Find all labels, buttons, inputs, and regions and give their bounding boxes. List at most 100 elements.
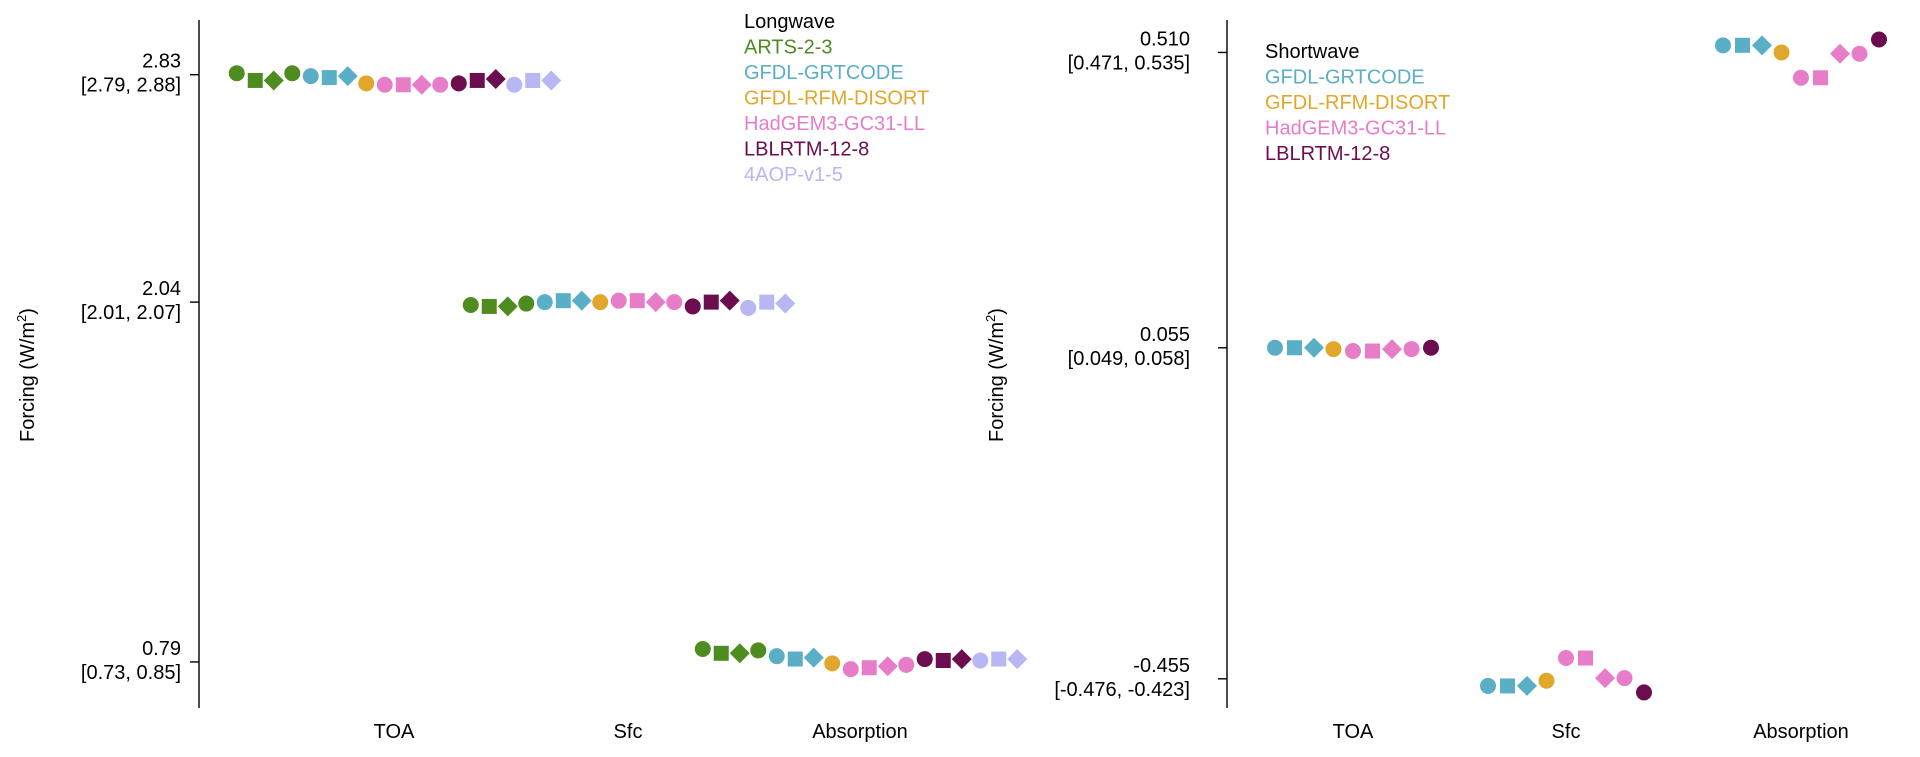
marker-4aop-v1-5-sfc-circle — [740, 299, 757, 316]
y-tick-label: 0.055 — [1140, 324, 1190, 346]
marker-hadgem3-gc31-ll-sfc-circle — [1616, 670, 1633, 687]
marker-hadgem3-gc31-ll-toa-diamond — [411, 74, 432, 95]
y-tick-range-label: [0.471, 0.535] — [1068, 52, 1190, 74]
marker-gfdl-grtcode-toa-diamond — [337, 66, 358, 87]
marker-arts-2-3-toa-square — [247, 72, 263, 88]
legend-entry-gfdl-grtcode: GFDL-GRTCODE — [1265, 67, 1425, 89]
marker-gfdl-grtcode-sfc-circle — [536, 294, 553, 311]
marker-gfdl-rfm-disort-sfc-circle — [1538, 672, 1555, 689]
marker-gfdl-grtcode-sfc-circle — [1480, 677, 1496, 694]
marker-hadgem3-gc31-ll-sfc-diamond — [645, 292, 666, 313]
marker-hadgem3-gc31-ll-absorption-circle — [1793, 69, 1809, 86]
marker-gfdl-grtcode-toa-square — [1287, 340, 1302, 356]
marker-hadgem3-gc31-ll-absorption-square — [861, 660, 877, 676]
marker-hadgem3-gc31-ll-sfc-circle — [666, 294, 683, 311]
y-tick-label: 0.79 — [142, 638, 181, 660]
marker-lblrtm-12-8-sfc-circle — [1636, 684, 1652, 701]
marker-4aop-v1-5-toa-square — [525, 72, 541, 88]
marker-lblrtm-12-8-toa-circle — [1423, 339, 1439, 356]
marker-gfdl-grtcode-toa-square — [321, 70, 337, 86]
x-tick-label-sfc: Sfc — [1552, 721, 1581, 743]
marker-lblrtm-12-8-toa-circle — [450, 75, 467, 92]
x-tick-label-absorption: Absorption — [1753, 721, 1849, 743]
marker-hadgem3-gc31-ll-absorption-circle — [898, 656, 915, 673]
marker-4aop-v1-5-absorption-diamond — [1007, 649, 1028, 670]
marker-gfdl-grtcode-sfc-square — [1500, 678, 1515, 694]
marker-gfdl-rfm-disort-absorption-circle — [824, 655, 841, 672]
marker-lblrtm-12-8-sfc-diamond — [719, 290, 740, 311]
marker-hadgem3-gc31-ll-sfc-square — [1578, 650, 1593, 666]
legend-entry-gfdl-rfm-disort: GFDL-RFM-DISORT — [744, 88, 929, 110]
marker-hadgem3-gc31-ll-toa-diamond — [1382, 339, 1402, 360]
marker-arts-2-3-toa-circle — [228, 65, 245, 82]
marker-arts-2-3-absorption-diamond — [729, 643, 750, 664]
marker-lblrtm-12-8-absorption-circle — [916, 651, 933, 668]
marker-lblrtm-12-8-sfc-circle — [684, 298, 701, 315]
marker-arts-2-3-toa-diamond — [263, 70, 284, 91]
legend-entry-gfdl-grtcode: GFDL-GRTCODE — [744, 62, 904, 84]
marker-arts-2-3-sfc-square — [481, 298, 497, 314]
marker-hadgem3-gc31-ll-absorption-diamond — [1830, 43, 1850, 64]
marker-hadgem3-gc31-ll-toa-square — [1365, 343, 1380, 359]
legend-entry-hadgem3-gc31-ll: HadGEM3-GC31-LL — [1265, 118, 1446, 140]
marker-gfdl-grtcode-absorption-diamond — [1752, 35, 1772, 56]
marker-arts-2-3-sfc-diamond — [497, 296, 518, 317]
marker-hadgem3-gc31-ll-absorption-square — [1813, 70, 1828, 86]
marker-hadgem3-gc31-ll-sfc-circle — [610, 292, 627, 309]
marker-arts-2-3-sfc-circle — [462, 296, 479, 313]
marker-gfdl-grtcode-absorption-square — [1735, 37, 1750, 53]
marker-arts-2-3-absorption-circle — [750, 642, 767, 659]
x-tick-label-toa: TOA — [1333, 721, 1374, 743]
marker-arts-2-3-sfc-circle — [518, 295, 535, 312]
marker-gfdl-rfm-disort-sfc-circle — [592, 294, 609, 311]
marker-lblrtm-12-8-toa-square — [469, 72, 485, 88]
marker-hadgem3-gc31-ll-sfc-square — [629, 293, 645, 309]
marker-gfdl-grtcode-sfc-diamond — [1517, 675, 1537, 696]
marker-gfdl-rfm-disort-absorption-circle — [1773, 44, 1790, 61]
legend-title: Longwave — [744, 11, 835, 33]
marker-hadgem3-gc31-ll-absorption-diamond — [877, 656, 898, 677]
y-tick-range-label: [0.049, 0.058] — [1068, 348, 1190, 370]
y-tick-range-label: [0.73, 0.85] — [81, 662, 181, 684]
marker-hadgem3-gc31-ll-toa-square — [395, 77, 411, 93]
marker-4aop-v1-5-absorption-circle — [972, 652, 989, 669]
y-axis-title: Forcing (W/m2) — [983, 308, 1008, 442]
legend-entry-4aop-v1-5: 4AOP-v1-5 — [744, 164, 843, 186]
marker-hadgem3-gc31-ll-sfc-diamond — [1595, 668, 1615, 689]
marker-gfdl-grtcode-toa-circle — [302, 68, 319, 85]
marker-gfdl-grtcode-sfc-diamond — [571, 290, 592, 311]
marker-4aop-v1-5-sfc-square — [759, 294, 775, 310]
x-tick-label-toa: TOA — [374, 721, 415, 743]
legend-entry-arts-2-3: ARTS-2-3 — [744, 37, 833, 59]
marker-arts-2-3-absorption-circle — [694, 640, 711, 657]
marker-gfdl-grtcode-absorption-circle — [1715, 37, 1731, 54]
y-tick-range-label: [2.79, 2.88] — [81, 75, 181, 97]
x-tick-label-absorption: Absorption — [812, 721, 908, 743]
marker-hadgem3-gc31-ll-toa-circle — [432, 76, 449, 93]
y-axis-title: Forcing (W/m2) — [14, 308, 39, 442]
legend-entry-hadgem3-gc31-ll: HadGEM3-GC31-LL — [744, 113, 925, 135]
marker-hadgem3-gc31-ll-toa-circle — [1403, 341, 1420, 358]
marker-hadgem3-gc31-ll-toa-circle — [376, 76, 393, 93]
marker-hadgem3-gc31-ll-absorption-circle — [842, 661, 859, 678]
y-tick-label: 2.83 — [142, 51, 181, 73]
marker-lblrtm-12-8-toa-diamond — [485, 69, 506, 90]
marker-gfdl-grtcode-toa-diamond — [1304, 337, 1324, 358]
y-tick-label: 0.510 — [1140, 28, 1190, 50]
legend-entry-lblrtm-12-8: LBLRTM-12-8 — [1265, 143, 1390, 165]
marker-gfdl-rfm-disort-toa-circle — [358, 75, 375, 92]
shortwave-panel: -0.455[-0.476, -0.423] 0.055[0.049, 0.058… — [983, 20, 1887, 743]
marker-gfdl-grtcode-sfc-square — [555, 293, 571, 309]
marker-gfdl-grtcode-toa-circle — [1267, 339, 1283, 356]
marker-4aop-v1-5-toa-diamond — [541, 70, 562, 91]
marker-hadgem3-gc31-ll-toa-circle — [1345, 343, 1361, 360]
marker-gfdl-grtcode-absorption-square — [787, 651, 803, 667]
marker-hadgem3-gc31-ll-absorption-circle — [1851, 45, 1868, 62]
marker-gfdl-grtcode-absorption-diamond — [803, 647, 824, 668]
marker-4aop-v1-5-absorption-square — [991, 651, 1007, 667]
marker-lblrtm-12-8-absorption-circle — [1871, 31, 1887, 48]
legend-title: Shortwave — [1265, 41, 1360, 63]
y-tick-range-label: [-0.476, -0.423] — [1054, 679, 1190, 701]
marker-lblrtm-12-8-sfc-square — [703, 294, 719, 310]
